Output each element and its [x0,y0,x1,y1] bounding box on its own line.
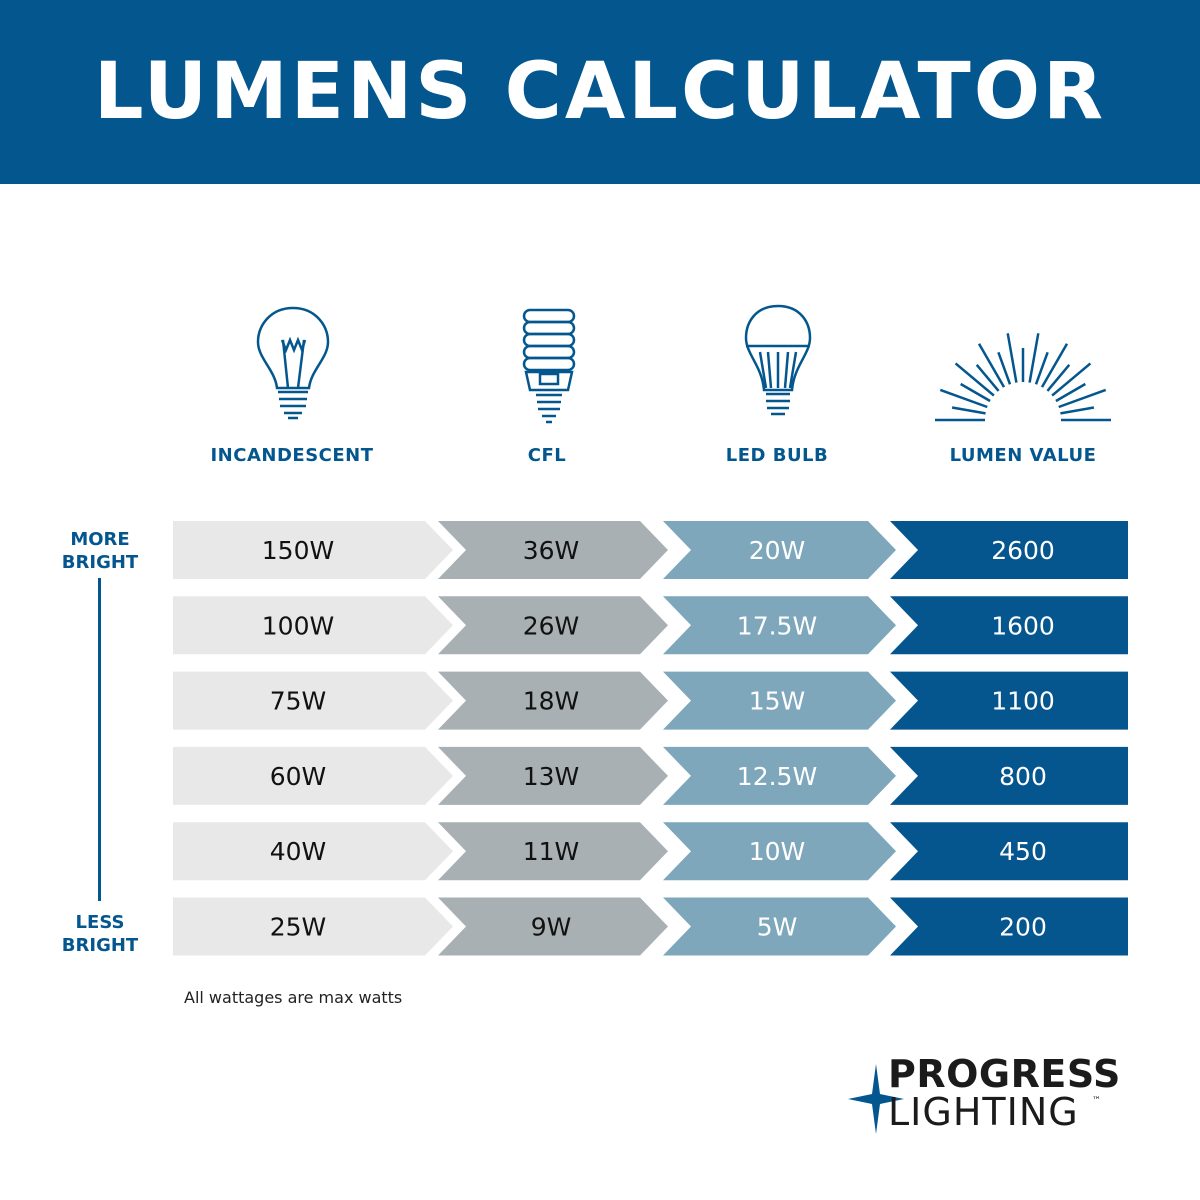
page-title: LUMENS CALCULATOR [93,47,1107,137]
cell-lumens [890,746,1128,805]
table-row: 100W 26W 17.5W 1600 [173,596,1128,655]
brightness-scale-line [98,578,101,901]
sun-ray [1034,351,1049,385]
cell-cfl [438,671,668,730]
sun-ray [1060,406,1095,415]
table-row: 150W 36W 20W 2600 [173,521,1128,579]
cell-lumens [890,671,1128,730]
cell-value-led: 12.5W [737,762,817,791]
more-bright-label: MORE BRIGHT [40,528,160,574]
cell-value-led: 17.5W [737,611,817,640]
cell-value-cfl: 9W [531,913,572,942]
less-bright-line1: LESS [75,912,125,933]
cell-lumens [890,596,1128,655]
sun-ray [1058,388,1107,409]
cell-incandescent [173,521,453,579]
less-bright-label: LESS BRIGHT [40,911,160,957]
more-bright-line2: BRIGHT [61,552,139,573]
cell-incandescent [173,671,453,730]
table-row: 40W 11W 10W 450 [173,822,1128,881]
cell-incandescent [173,596,453,655]
table-row: 60W 13W 12.5W 800 [173,746,1128,805]
cell-incandescent [173,897,453,956]
table-row: 25W 9W 5W 200 [173,897,1128,956]
logo-trademark: ™ [1092,1096,1101,1106]
cell-led [663,671,896,730]
cell-led [663,822,896,881]
cell-lumens [890,897,1128,956]
cell-value-led: 15W [749,687,806,716]
sun-ray [1055,382,1086,403]
cell-value-led: 20W [749,536,806,565]
table-row: 75W 18W 15W 1100 [173,671,1128,730]
cell-led [663,521,896,579]
cell-cfl [438,596,668,655]
cell-value-incandescent: 25W [270,913,327,942]
sun-ray [997,351,1012,385]
cell-value-cfl: 13W [523,762,580,791]
cell-value-incandescent: 75W [270,687,327,716]
cell-value-incandescent: 100W [262,611,334,640]
sun-ray [975,364,1000,392]
led-bulb-icon [744,304,812,416]
cell-cfl [438,822,668,881]
sunburst-icon [935,333,1111,422]
cell-incandescent [173,822,453,881]
cell-cfl [438,521,668,579]
cell-value-lumens: 2600 [991,536,1055,565]
sun-ray [1006,333,1018,383]
cell-value-cfl: 11W [523,837,580,866]
column-header-cfl: CFL [527,445,567,466]
cell-value-lumens: 1600 [991,611,1055,640]
sun-ray [1046,364,1071,392]
sun-ray [939,388,988,409]
footnote: All wattages are max watts [184,988,403,1007]
column-header-lumen-value: LUMEN VALUE [949,445,1097,466]
logo-line1: PROGRESS [888,1052,1121,1096]
cell-incandescent [173,746,453,805]
sun-ray [1051,362,1092,397]
cell-value-lumens: 200 [999,913,1047,942]
incandescent-bulb-icon [256,306,330,420]
column-header-led: LED BULB [725,445,829,466]
cell-value-led: 5W [757,913,798,942]
sun-ray [954,362,995,397]
sun-ray [951,406,986,415]
cell-lumens [890,822,1128,881]
cell-lumens [890,521,1128,579]
cell-value-cfl: 36W [523,536,580,565]
cell-value-cfl: 26W [523,611,580,640]
cell-value-led: 10W [749,837,806,866]
cell-value-lumens: 1100 [991,687,1055,716]
sun-ray [1028,333,1040,383]
cell-value-incandescent: 60W [270,762,327,791]
column-header-incandescent: INCANDESCENT [210,445,374,466]
cell-led [663,746,896,805]
progress-lighting-logo: PROGRESS LIGHTING ™ [846,1052,1146,1142]
cell-cfl [438,746,668,805]
more-bright-line1: MORE [70,529,130,550]
less-bright-line2: BRIGHT [61,935,139,956]
cell-cfl [438,897,668,956]
sun-ray [960,382,991,403]
star-icon [848,1064,904,1134]
cell-value-incandescent: 150W [262,536,334,565]
cell-value-lumens: 450 [999,837,1047,866]
cell-led [663,596,896,655]
title-banner: LUMENS CALCULATOR [0,0,1200,184]
cell-led [663,897,896,956]
cell-value-cfl: 18W [523,687,580,716]
cell-value-lumens: 800 [999,762,1047,791]
cell-value-incandescent: 40W [270,837,327,866]
sun-ray [977,343,1006,388]
sun-ray [1040,343,1069,388]
cfl-bulb-icon [522,308,576,424]
logo-line2: LIGHTING [888,1090,1079,1134]
